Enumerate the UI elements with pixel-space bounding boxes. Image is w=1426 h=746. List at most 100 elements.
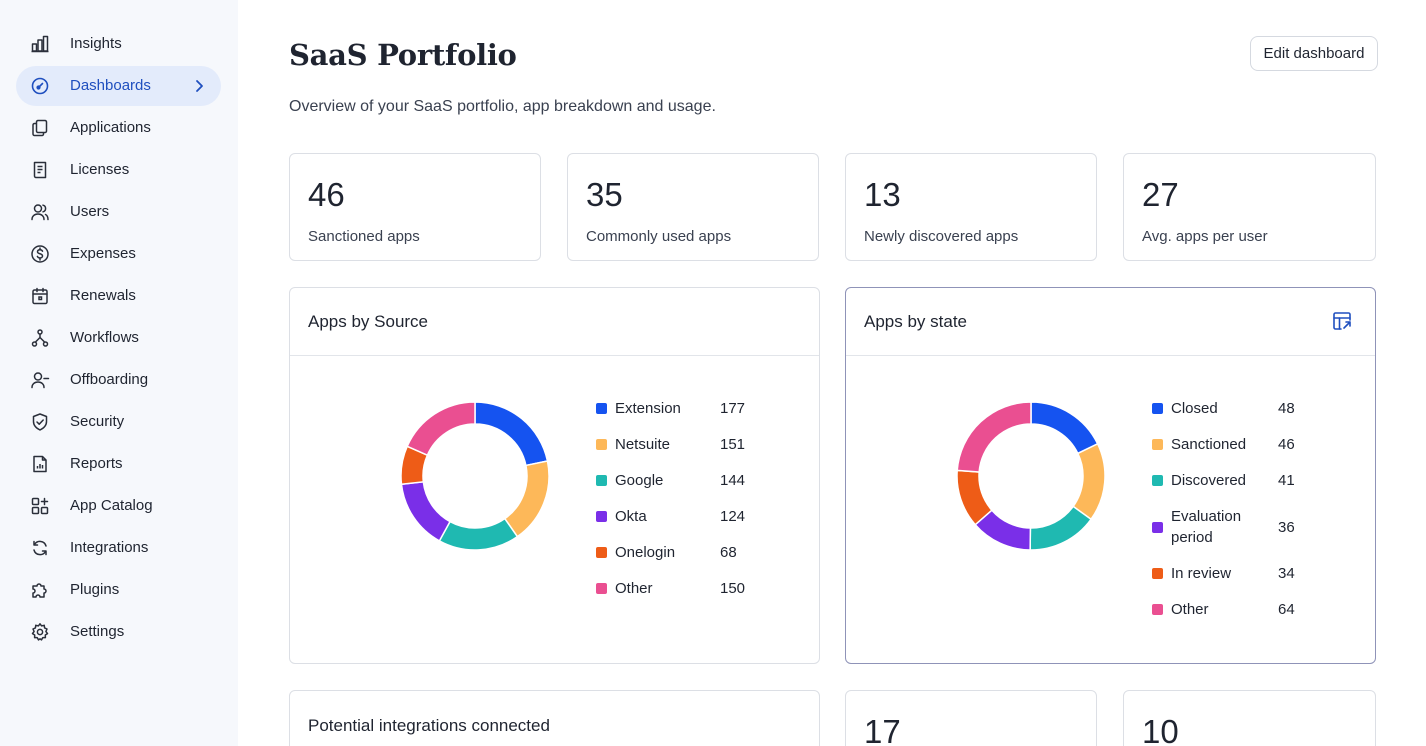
legend-swatch bbox=[1152, 604, 1163, 615]
calendar-icon bbox=[30, 286, 50, 306]
donut-slice-netsuite[interactable] bbox=[503, 460, 550, 538]
apps-by-state-donut bbox=[956, 401, 1106, 551]
apps-by-source-panel: Apps by Source Extension 177 Netsuite 151 Go… bbox=[289, 287, 820, 664]
sidebar-item-licenses[interactable]: Licenses bbox=[16, 150, 221, 190]
sidebar-item-reports[interactable]: Reports bbox=[16, 444, 221, 484]
legend-swatch bbox=[596, 403, 607, 414]
sidebar-item-label: Settings bbox=[70, 623, 125, 640]
legend-value: 144 bbox=[720, 472, 746, 489]
donut-slice-sanctioned[interactable] bbox=[1072, 442, 1106, 521]
legend-swatch bbox=[1152, 521, 1163, 533]
panel-title: Apps by Source bbox=[308, 312, 429, 331]
stat-value: 17 bbox=[864, 713, 901, 746]
stat-card-sanctioned[interactable]: 46 Sanctioned apps bbox=[289, 153, 541, 261]
panel-divider bbox=[290, 355, 819, 356]
legend-value: 34 bbox=[1278, 565, 1295, 582]
sidebar-item-label: Applications bbox=[70, 119, 151, 136]
sidebar-item-label: Users bbox=[70, 203, 110, 220]
sidebar-item-dashboards[interactable]: Dashboards bbox=[16, 66, 221, 106]
legend-swatch bbox=[596, 547, 607, 558]
legend-label: Okta bbox=[615, 508, 647, 525]
legend-swatch bbox=[596, 439, 607, 450]
sidebar-item-app-catalog[interactable]: App Catalog bbox=[16, 486, 221, 526]
stat-value: 13 bbox=[864, 176, 901, 213]
sidebar-item-renewals[interactable]: Renewals bbox=[16, 276, 221, 316]
sidebar-item-workflows[interactable]: Workflows bbox=[16, 318, 221, 358]
stat-value: 35 bbox=[586, 176, 623, 213]
legend-value: 124 bbox=[720, 508, 746, 525]
donut-slice-discovered[interactable] bbox=[1029, 505, 1093, 551]
legend-label: Evaluation period bbox=[1171, 508, 1242, 546]
legend-swatch bbox=[596, 583, 607, 594]
stat-card-bottom-2[interactable]: 10 bbox=[1123, 690, 1376, 746]
donut-slice-okta[interactable] bbox=[400, 480, 452, 542]
sidebar-item-label: Integrations bbox=[70, 539, 149, 556]
sidebar-item-insights[interactable]: Insights bbox=[16, 24, 221, 64]
donut-slice-closed[interactable] bbox=[1030, 401, 1099, 455]
bar-chart-icon bbox=[30, 34, 50, 54]
sidebar-item-label: Dashboards bbox=[70, 77, 151, 94]
stat-card-commonly-used[interactable]: 35 Commonly used apps bbox=[567, 153, 819, 261]
donut-slice-other[interactable] bbox=[406, 401, 476, 457]
stat-label: Commonly used apps bbox=[586, 228, 732, 245]
legend-value: 151 bbox=[720, 436, 746, 453]
sidebar-item-settings[interactable]: Settings bbox=[16, 612, 221, 652]
stat-card-newly-discovered[interactable]: 13 Newly discovered apps bbox=[845, 153, 1097, 261]
sidebar-item-users[interactable]: Users bbox=[16, 192, 221, 232]
stat-card-bottom-1[interactable]: 17 bbox=[845, 690, 1097, 746]
apps-by-source-donut bbox=[400, 401, 550, 551]
gauge-icon bbox=[30, 76, 50, 96]
legend-label: Closed bbox=[1171, 400, 1218, 417]
sidebar-item-security[interactable]: Security bbox=[16, 402, 221, 442]
page-subtitle: Overview of your SaaS portfolio, app bre… bbox=[289, 98, 716, 115]
stat-label: Newly discovered apps bbox=[864, 228, 1019, 245]
stat-card-avg-apps[interactable]: 27 Avg. apps per user bbox=[1123, 153, 1376, 261]
legend-swatch bbox=[596, 475, 607, 486]
legend-value: 36 bbox=[1278, 518, 1295, 536]
stat-value: 27 bbox=[1142, 176, 1179, 213]
sidebar-item-label: Expenses bbox=[70, 245, 136, 262]
copy-icon bbox=[30, 118, 50, 138]
sidebar-item-label: Insights bbox=[70, 35, 122, 52]
report-icon bbox=[30, 454, 50, 474]
legend-label: Extension bbox=[615, 400, 681, 417]
panel-title: Potential integrations connected bbox=[308, 716, 550, 735]
donut-slice-google[interactable] bbox=[438, 517, 519, 551]
sidebar-item-offboarding[interactable]: Offboarding bbox=[16, 360, 221, 400]
license-icon bbox=[30, 160, 50, 180]
legend-value: 41 bbox=[1278, 472, 1295, 489]
potential-integrations-panel: Potential integrations connected bbox=[289, 690, 820, 746]
edit-dashboard-button[interactable]: Edit dashboard bbox=[1250, 36, 1378, 71]
grid-plus-icon bbox=[30, 496, 50, 516]
legend-swatch bbox=[596, 511, 607, 522]
sidebar-item-applications[interactable]: Applications bbox=[16, 108, 221, 148]
legend-swatch bbox=[1152, 439, 1163, 450]
legend-label: Sanctioned bbox=[1171, 436, 1247, 453]
shield-icon bbox=[30, 412, 50, 432]
panel-title: Apps by state bbox=[864, 312, 968, 331]
sidebar-item-label: Security bbox=[70, 413, 125, 430]
sidebar-item-integrations[interactable]: Integrations bbox=[16, 528, 221, 568]
panel-divider bbox=[846, 355, 1375, 356]
refresh-icon bbox=[30, 538, 50, 558]
apps-by-state-panel: Apps by state Closed 48 Sanctioned 46 Discov… bbox=[845, 287, 1376, 664]
donut-slice-extension[interactable] bbox=[474, 401, 549, 467]
sidebar-item-plugins[interactable]: Plugins bbox=[16, 570, 221, 610]
legend-label: Other bbox=[1171, 601, 1209, 618]
legend-label: Netsuite bbox=[615, 436, 671, 453]
users-icon bbox=[30, 202, 50, 222]
sidebar-item-label: App Catalog bbox=[70, 497, 153, 514]
legend-label: Google bbox=[615, 472, 664, 489]
sidebar-item-label: Plugins bbox=[70, 581, 120, 598]
table-export-icon[interactable] bbox=[1331, 310, 1353, 332]
legend-value: 64 bbox=[1278, 601, 1295, 618]
legend-swatch bbox=[1152, 568, 1163, 579]
sidebar-item-label: Reports bbox=[70, 455, 123, 472]
sidebar-item-expenses[interactable]: Expenses bbox=[16, 234, 221, 274]
page-title: SaaS Portfolio bbox=[289, 38, 517, 72]
puzzle-icon bbox=[30, 580, 50, 600]
legend-value: 46 bbox=[1278, 436, 1295, 453]
donut-slice-other[interactable] bbox=[956, 401, 1032, 473]
legend-value: 177 bbox=[720, 400, 746, 417]
